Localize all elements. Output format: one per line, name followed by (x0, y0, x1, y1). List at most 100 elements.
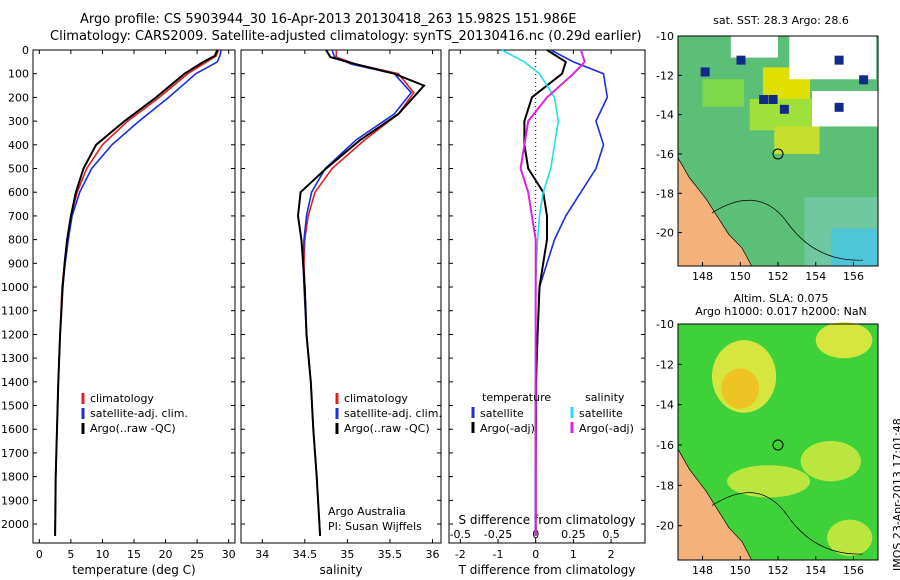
map-y-tick-label: -18 (656, 479, 674, 492)
sst-patch (730, 36, 778, 58)
sst-patch (789, 36, 877, 80)
plot-title-line2: Climatology: CARS2009. Satellite-adjuste… (50, 29, 642, 44)
map-y-tick-label: -20 (656, 520, 674, 533)
map-x-tick-label: 152 (768, 270, 789, 283)
x-tick-label: 20 (159, 548, 173, 561)
map-x-tick-label: 156 (843, 270, 864, 283)
x-tick-label: 35 (340, 548, 354, 561)
map-y-tick-label: -16 (656, 148, 674, 161)
argo-position-marker (772, 148, 784, 160)
x-tick-label: 36 (425, 548, 439, 561)
legend-entry: climatology (90, 392, 154, 405)
map-sla-subtitle: Argo h1000: 0.017 h2000: NaN (695, 305, 867, 318)
plot-title-line1: Argo profile: CS 5903944_30 16-Apr-2013 … (80, 12, 577, 27)
sst-cloud-cell (736, 55, 746, 65)
series-line-argo-raw-qc- (296, 49, 426, 536)
argo-position-marker (772, 439, 784, 451)
sla-blob (800, 440, 862, 482)
legend-entry: climatology (344, 392, 408, 405)
map-sla-title: Altim. SLA: 0.075 (733, 292, 828, 305)
y-tick-label: 1000 (1, 281, 29, 294)
legend-entry: satellite (480, 407, 524, 420)
legend-entry: Argo(..raw -QC) (90, 422, 176, 435)
y-tick-label: 700 (8, 210, 29, 223)
y-tick-label: 900 (8, 257, 29, 270)
y-tick-label: 2000 (1, 518, 29, 531)
x-tick-label: 30 (222, 548, 236, 561)
y-tick-label: 0 (22, 44, 29, 57)
map-x-tick-label: 152 (768, 564, 789, 577)
sst-patch (749, 98, 816, 131)
s-diff-tick-label: -0.5 (450, 528, 471, 541)
x-tick-label: -1 (493, 548, 504, 561)
sst-patch (702, 79, 745, 107)
legend-entry: Argo(-adj) (480, 422, 535, 435)
y-tick-label: 1800 (1, 471, 29, 484)
side-caption: IMOS 23-Apr-2013 17:01:48 (891, 418, 900, 571)
series-line-satellite-adj-clim- (302, 49, 413, 536)
map-y-tick-label: -20 (656, 227, 674, 240)
x-tick-label: 0 (36, 548, 43, 561)
s-diff-tick-label: 0.5 (602, 528, 620, 541)
legend-entry: Argo(-adj) (579, 422, 634, 435)
map-y-tick-label: -14 (656, 399, 674, 412)
y-tick-label: 300 (8, 115, 29, 128)
map-y-tick-label: -18 (656, 187, 674, 200)
y-tick-label: 100 (8, 68, 29, 81)
x-tick-label: 1 (570, 548, 577, 561)
plot-frame-temperature (32, 49, 236, 544)
map-y-tick-label: -14 (656, 109, 674, 122)
s-diff-tick-label: -0.25 (484, 528, 512, 541)
y-tick-label: 1900 (1, 494, 29, 507)
x-tick-label: 34.5 (293, 548, 318, 561)
x-tick-label: 0 (532, 548, 539, 561)
sst-cloud-cell (759, 94, 769, 104)
sla-blob (727, 465, 811, 498)
x-axis-label-difference: T difference from climatology (458, 563, 636, 577)
sst-cloud-cell (834, 55, 844, 65)
x-tick-label: 15 (127, 548, 141, 561)
legend-header-salinity: salinity (585, 391, 625, 404)
map-x-tick-label: 148 (692, 270, 713, 283)
series-line-salinity-argo-adj- (519, 49, 586, 536)
y-tick-label: 1700 (1, 447, 29, 460)
x-tick-label: 2 (608, 548, 615, 561)
s-diff-tick-label: 0.25 (561, 528, 586, 541)
map-x-tick-label: 156 (843, 564, 864, 577)
plot-frame-salinity (240, 49, 442, 544)
map-y-tick-label: -10 (656, 318, 674, 331)
map-x-tick-label: 154 (805, 564, 826, 577)
map-sst-title: sat. SST: 28.3 Argo: 28.6 (713, 14, 849, 27)
y-tick-label: 500 (8, 163, 29, 176)
y-tick-label: 200 (8, 91, 29, 104)
y-tick-label: 1600 (1, 423, 29, 436)
map-y-tick-label: -12 (656, 69, 674, 82)
y-tick-label: 600 (8, 186, 29, 199)
legend-entry: Argo(..raw -QC) (344, 422, 430, 435)
map-y-tick-label: -12 (656, 358, 674, 371)
sst-cloud-cell (700, 67, 710, 77)
x-tick-label: -2 (455, 548, 466, 561)
y-tick-label: 800 (8, 234, 29, 247)
sst-cloud-cell (768, 94, 778, 104)
x-axis-label-salinity: salinity (319, 563, 362, 577)
series-line-salinity-satellite (501, 49, 560, 536)
sst-cloud-cell (859, 75, 869, 85)
legend-entry: satellite-adj. clim. (90, 407, 188, 420)
annotation-institution: Argo Australia (328, 505, 406, 518)
map-y-tick-label: -10 (656, 30, 674, 43)
series-line-temperature-argo-adj- (523, 49, 567, 536)
series-line-temperature-satellite (534, 49, 609, 536)
y-tick-label: 1100 (1, 305, 29, 318)
series-line-satellite-adj-clim- (54, 49, 222, 536)
x-axis-label-temperature: temperature (deg C) (72, 563, 195, 577)
annotation-pi: PI: Susan Wijffels (328, 520, 422, 533)
y-tick-label: 1500 (1, 400, 29, 413)
x-tick-label: 35.5 (378, 548, 403, 561)
map-sla (677, 321, 879, 561)
map-x-tick-label: 150 (730, 270, 751, 283)
sst-patch (774, 126, 820, 154)
map-y-tick-label: -16 (656, 439, 674, 452)
x-tick-label: 5 (67, 548, 74, 561)
